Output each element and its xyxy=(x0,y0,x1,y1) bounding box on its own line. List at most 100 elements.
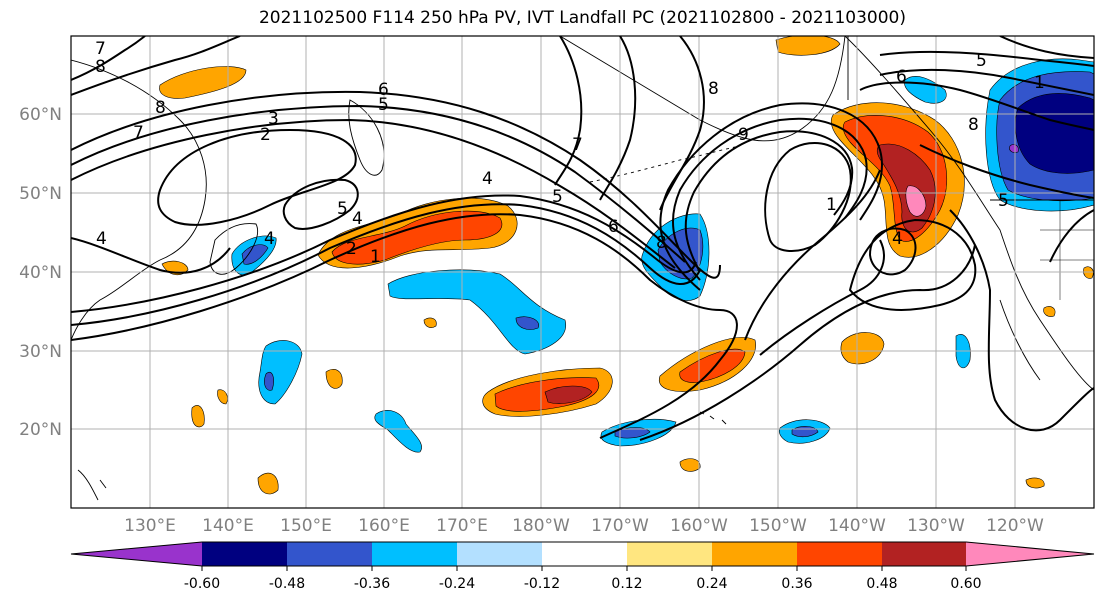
contour-label: 2 xyxy=(346,239,357,259)
positive-anomaly xyxy=(775,36,841,56)
contour-line xyxy=(71,237,231,274)
contour-line xyxy=(554,36,583,186)
contour-label: 7 xyxy=(95,39,106,59)
contour-line xyxy=(759,239,885,356)
contour-label: 8 xyxy=(708,79,719,99)
colorbar-tick-label: -0.12 xyxy=(524,576,560,592)
negative-anomaly xyxy=(1015,93,1094,174)
contour-label: 1 xyxy=(1034,73,1045,93)
contour-label: 7 xyxy=(133,123,144,143)
contour-line xyxy=(71,194,697,313)
contour-line xyxy=(639,244,976,441)
colorbar-cell xyxy=(372,542,457,566)
lat-label: 60°N xyxy=(19,105,62,125)
contour-label: 7 xyxy=(572,135,583,155)
contour-line xyxy=(672,117,868,281)
negative-anomaly xyxy=(1009,144,1019,153)
contour-line xyxy=(1049,209,1094,263)
contour-label: 4 xyxy=(264,229,275,249)
contour-line xyxy=(848,218,977,311)
colorbar-ticks xyxy=(201,566,967,571)
positive-anomaly xyxy=(840,332,885,365)
contour-label: 4 xyxy=(96,229,107,249)
coastline-alaska xyxy=(559,36,846,142)
colorbar-cell xyxy=(882,542,966,566)
colorbar-cell xyxy=(71,542,202,566)
pv-contours xyxy=(71,36,1094,441)
contour-line xyxy=(71,118,676,269)
colorbar-tick-label: -0.36 xyxy=(354,576,390,592)
positive-anomaly xyxy=(191,405,205,428)
negative-anomaly xyxy=(614,427,651,439)
negative-anomaly xyxy=(241,244,269,265)
coastline-asia xyxy=(71,59,207,341)
lon-label: 170°E xyxy=(436,516,488,536)
gridlines xyxy=(71,36,1094,508)
positive-anomaly xyxy=(679,458,701,472)
contour-line xyxy=(949,209,1094,432)
coastline-kamchatka xyxy=(348,99,385,176)
coastline-philippines xyxy=(77,469,107,501)
contour-label: 5 xyxy=(552,187,563,207)
lon-label: 150°E xyxy=(280,516,332,536)
negative-anomaly xyxy=(515,316,539,330)
positive-anomaly xyxy=(331,210,503,265)
colorbar-tick-label: -0.60 xyxy=(184,576,220,592)
lat-label: 50°N xyxy=(19,184,62,204)
contour-line xyxy=(684,130,854,273)
positive-anomaly xyxy=(325,369,343,389)
lon-label: 150°W xyxy=(749,516,807,536)
coastline-aleutians xyxy=(589,145,741,183)
colorbar-tick-label: -0.24 xyxy=(439,576,475,592)
colorbar: -0.60 -0.48 -0.36 -0.24 -0.12 0.12 0.24 … xyxy=(70,541,1095,592)
positive-anomaly xyxy=(217,389,228,405)
contour-line xyxy=(71,36,146,81)
contour-label: 4 xyxy=(892,229,903,249)
contour-label: 5 xyxy=(976,51,987,71)
contour-line xyxy=(659,102,883,291)
contour-line xyxy=(282,178,359,230)
contour-labels: 7 8 8 7 6 5 2 3 4 4 5 4 2 1 7 4 5 6 8 8 … xyxy=(95,39,1045,267)
colorbar-tick-label: -0.48 xyxy=(269,576,305,592)
contour-line xyxy=(919,144,1094,199)
contour-label: 3 xyxy=(268,109,279,129)
coastline-japan xyxy=(209,223,258,275)
contour-line xyxy=(879,68,1094,96)
positive-anomaly xyxy=(1025,477,1045,489)
colorbar-cell xyxy=(627,542,712,566)
contour-label: 2 xyxy=(260,125,271,145)
colorbar-cell xyxy=(457,542,542,566)
contour-label: 8 xyxy=(95,57,106,77)
contour-label: 1 xyxy=(370,247,381,267)
contour-label: 5 xyxy=(337,199,348,219)
negative-anomaly xyxy=(264,371,274,391)
positive-anomaly xyxy=(257,472,279,495)
positive-anomaly xyxy=(1043,306,1056,317)
contour-label: 4 xyxy=(352,209,363,229)
colorbar-cell xyxy=(287,542,372,566)
border-states xyxy=(1040,200,1094,300)
negative-anomaly xyxy=(374,410,422,453)
contour-line xyxy=(999,36,1094,59)
contour-label: 6 xyxy=(896,67,907,87)
lat-label: 40°N xyxy=(19,263,62,283)
lon-label: 180°W xyxy=(512,516,570,536)
contour-line xyxy=(71,104,686,263)
anomaly-shading xyxy=(159,36,1094,495)
contour-line xyxy=(868,227,917,276)
contour-line xyxy=(764,141,852,252)
colorbar-cell xyxy=(712,542,797,566)
lon-label: 160°E xyxy=(358,516,410,536)
lat-label: 30°N xyxy=(19,342,62,362)
lat-label: 20°N xyxy=(19,420,62,440)
colorbar-cell xyxy=(202,542,287,566)
latitude-labels: 60°N 50°N 40°N 30°N 20°N xyxy=(19,105,62,440)
positive-anomaly xyxy=(1083,266,1094,279)
positive-anomaly xyxy=(159,66,247,99)
lon-label: 120°W xyxy=(986,516,1044,536)
colorbar-cell xyxy=(966,542,1094,566)
plot-border xyxy=(70,35,1095,509)
contour-label: 8 xyxy=(155,98,166,118)
map-plot-area: 7 8 8 7 6 5 2 3 4 4 5 4 2 1 7 4 5 6 8 8 … xyxy=(71,36,1094,508)
